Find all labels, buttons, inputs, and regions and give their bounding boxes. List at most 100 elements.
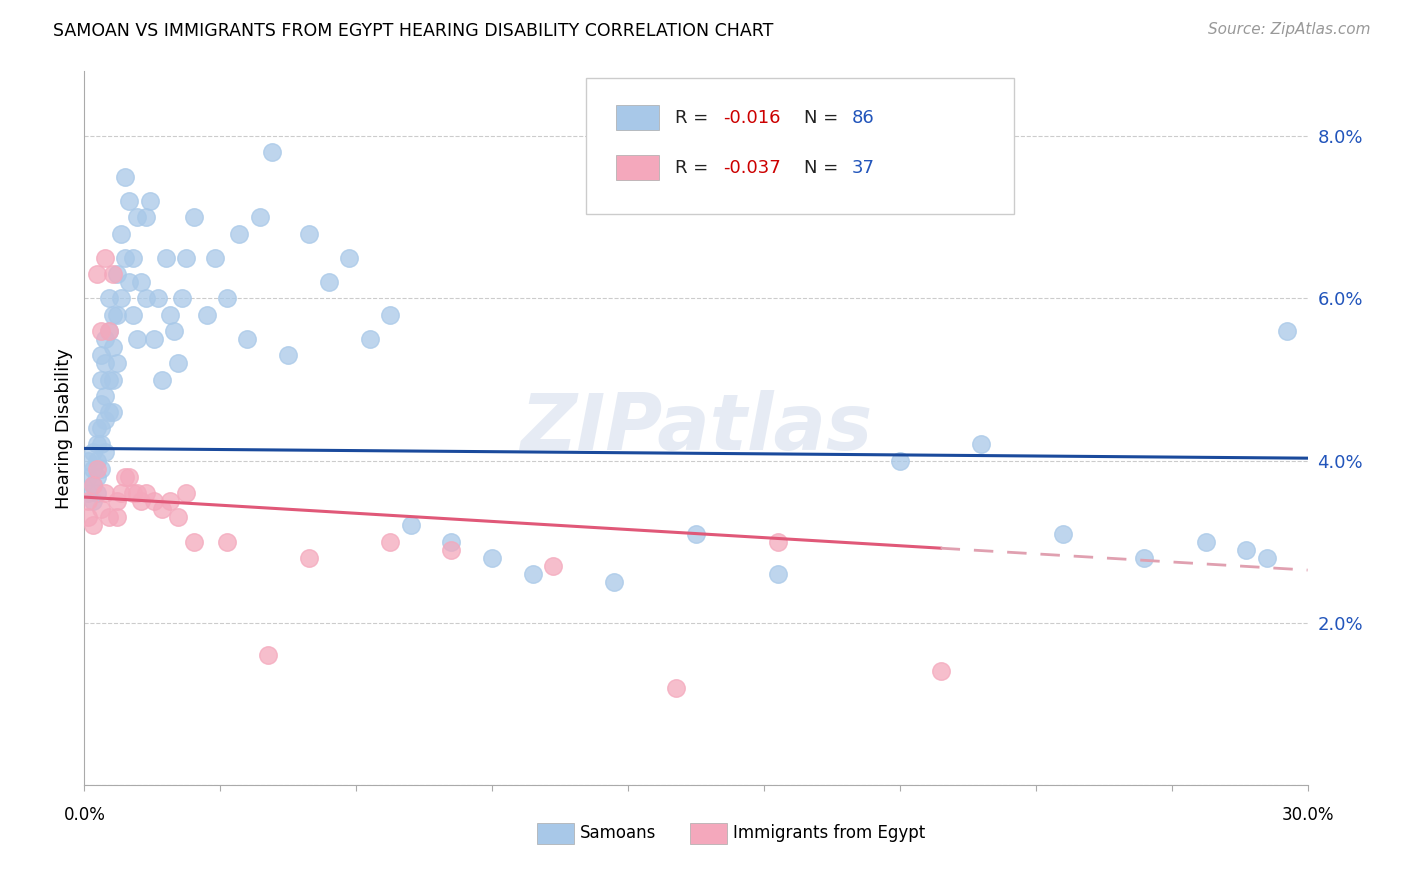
Point <box>183 534 205 549</box>
Point <box>93 389 115 403</box>
Point <box>260 145 283 160</box>
Point <box>127 332 149 346</box>
Point <box>685 526 707 541</box>
Point <box>97 405 120 419</box>
Text: SAMOAN VS IMMIGRANTS FROM EGYPT HEARING DISABILITY CORRELATION CHART: SAMOAN VS IMMIGRANTS FROM EGYPT HEARING … <box>53 22 773 40</box>
Point <box>86 486 108 500</box>
Point <box>603 575 626 590</box>
Point <box>82 478 104 492</box>
Point <box>298 550 321 565</box>
FancyBboxPatch shape <box>690 822 727 844</box>
Point <box>97 372 120 386</box>
Point <box>236 332 259 346</box>
FancyBboxPatch shape <box>586 78 1014 214</box>
Text: 86: 86 <box>851 109 875 127</box>
Point <box>93 486 115 500</box>
Point <box>90 461 112 475</box>
FancyBboxPatch shape <box>537 822 574 844</box>
Point <box>90 502 112 516</box>
Point <box>82 494 104 508</box>
Point <box>97 292 120 306</box>
Point <box>77 453 100 467</box>
Y-axis label: Hearing Disability: Hearing Disability <box>55 348 73 508</box>
Text: -0.037: -0.037 <box>723 159 780 177</box>
Point <box>122 486 145 500</box>
Point <box>90 372 112 386</box>
FancyBboxPatch shape <box>616 105 659 130</box>
Point <box>298 227 321 241</box>
Point <box>86 267 108 281</box>
Point <box>101 340 124 354</box>
Point <box>217 534 239 549</box>
Point <box>142 494 165 508</box>
Point <box>127 211 149 225</box>
Point <box>257 648 280 663</box>
Point <box>163 324 186 338</box>
Point <box>135 292 157 306</box>
Point <box>204 251 226 265</box>
Point <box>195 308 218 322</box>
Point <box>1133 550 1156 565</box>
Point <box>440 534 463 549</box>
Point <box>101 372 124 386</box>
Point <box>77 494 100 508</box>
Text: R =: R = <box>675 159 714 177</box>
Point <box>110 227 132 241</box>
Point <box>114 251 136 265</box>
Point <box>318 275 340 289</box>
Point <box>114 470 136 484</box>
Point <box>135 211 157 225</box>
Text: N =: N = <box>804 159 844 177</box>
Point <box>172 292 194 306</box>
Point <box>86 461 108 475</box>
Point <box>1236 542 1258 557</box>
Point <box>174 486 197 500</box>
Point <box>1195 534 1218 549</box>
Point <box>159 494 181 508</box>
Point <box>167 510 190 524</box>
Point <box>86 437 108 451</box>
Point <box>82 461 104 475</box>
Text: Immigrants from Egypt: Immigrants from Egypt <box>733 824 925 842</box>
Point <box>183 211 205 225</box>
Point <box>146 292 169 306</box>
Point <box>150 502 173 516</box>
Point <box>90 421 112 435</box>
Point <box>90 437 112 451</box>
Text: Source: ZipAtlas.com: Source: ZipAtlas.com <box>1208 22 1371 37</box>
Point <box>440 542 463 557</box>
Text: -0.016: -0.016 <box>723 109 780 127</box>
Point <box>359 332 381 346</box>
Point <box>1277 324 1299 338</box>
Point <box>766 534 789 549</box>
Point <box>159 308 181 322</box>
Point <box>135 486 157 500</box>
Text: 37: 37 <box>851 159 875 177</box>
Point <box>217 292 239 306</box>
Point <box>1256 550 1278 565</box>
Point <box>97 324 120 338</box>
Point <box>86 453 108 467</box>
Point <box>82 478 104 492</box>
Point <box>277 348 299 362</box>
Point <box>122 251 145 265</box>
Point <box>97 510 120 524</box>
Point <box>90 348 112 362</box>
FancyBboxPatch shape <box>616 155 659 180</box>
Point <box>339 251 361 265</box>
Point <box>380 534 402 549</box>
Text: N =: N = <box>804 109 844 127</box>
Point <box>380 308 402 322</box>
Point <box>105 356 128 370</box>
Point <box>77 470 100 484</box>
Text: Samoans: Samoans <box>579 824 657 842</box>
Point <box>105 510 128 524</box>
Point <box>155 251 177 265</box>
Point <box>93 356 115 370</box>
Point <box>138 194 160 208</box>
Point <box>167 356 190 370</box>
Point <box>93 413 115 427</box>
Point <box>110 486 132 500</box>
Text: R =: R = <box>675 109 714 127</box>
Point <box>118 470 141 484</box>
